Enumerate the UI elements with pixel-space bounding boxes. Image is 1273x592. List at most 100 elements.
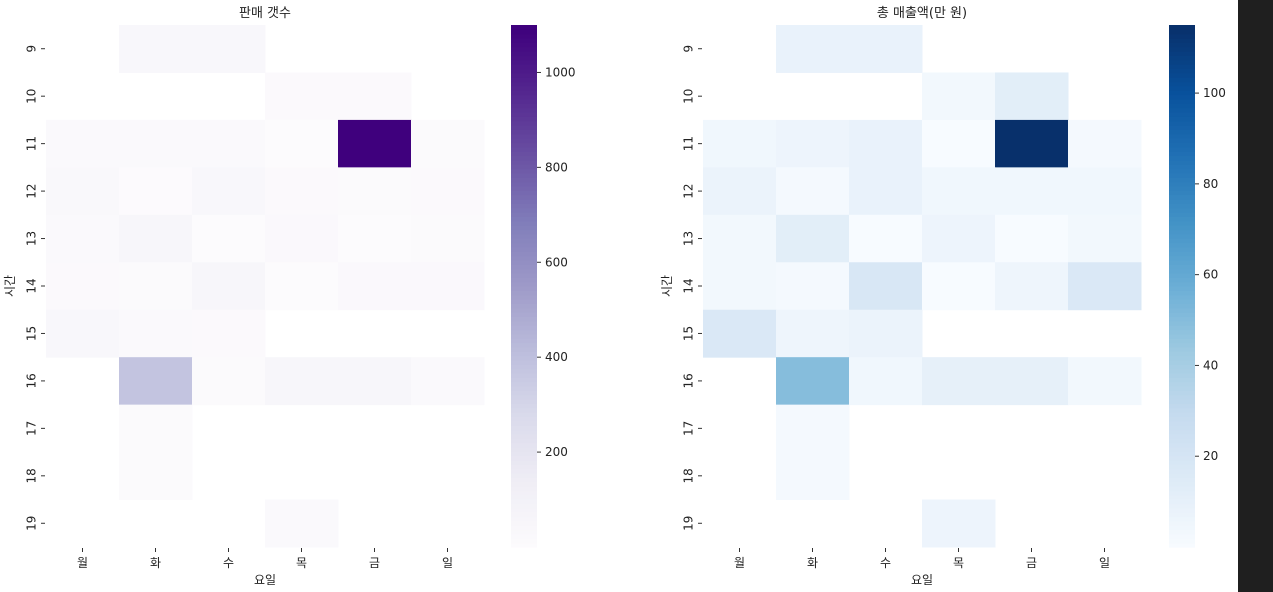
heatmap-cell [776,25,850,73]
heatmap-cell [776,167,850,216]
colorbar-segment [1169,407,1195,413]
heatmap-cell [922,357,996,406]
colorbar-segment [1169,85,1195,91]
colorbar-segment [511,25,537,30]
colorbar-segment [1169,112,1195,117]
colorbar-tick-label: 40 [1203,358,1218,372]
colorbar-segment [1169,72,1195,78]
colorbar-segment [1169,103,1195,109]
colorbar-segment [1169,312,1195,318]
colorbar-segment [1169,364,1195,370]
colorbar-segment [511,416,537,422]
colorbar-segment [1169,164,1195,170]
colorbar-segment [511,542,537,548]
colorbar-segment [511,177,537,183]
colorbar-segment [1169,133,1195,139]
colorbar-segment [511,203,537,209]
heatmap-cell [849,119,923,168]
colorbar-segment [1169,516,1195,522]
colorbar-segment [1169,29,1195,35]
heatmap-cell [995,214,1069,263]
colorbar-segment [511,442,537,448]
colorbar-tick-label: 80 [1203,177,1218,191]
heatmap-cell [192,357,266,406]
colorbar-segment [511,212,537,217]
y-tick-label: 15 [25,326,39,341]
colorbar-segment [511,359,537,365]
colorbar: 20 40 60 80 100 [1169,25,1226,548]
colorbar-segment [511,481,537,487]
colorbar-segment [511,172,537,178]
heatmap-cell [776,214,850,263]
colorbar-segment [1169,220,1195,226]
heatmap-cell [776,262,850,311]
colorbar-segment [1169,98,1195,104]
colorbar-segment [1169,399,1195,405]
colorbar-segment [1169,190,1195,196]
colorbar-segment [1169,129,1195,135]
colorbar-tick-label: 20 [1203,449,1218,463]
colorbar-segment [511,107,537,113]
heatmap-cell [338,214,412,263]
heatmap-cell [995,72,1069,121]
colorbar-segment [1169,473,1195,478]
colorbar-segment [511,242,537,248]
colorbar-segment [511,81,537,87]
colorbar-segment [511,342,537,348]
colorbar-segment [511,438,537,444]
colorbar: 200 400 600 800 1000 [511,25,576,548]
colorbar-segment [1169,33,1195,39]
colorbar-segment [511,455,537,461]
heatmap-cell [1068,262,1142,311]
heatmap-cell [922,262,996,311]
colorbar-segment [511,468,537,474]
colorbar-segment [511,333,537,339]
heatmap-cell [849,262,923,311]
colorbar-segment [1169,246,1195,252]
y-tick-label: 11 [25,136,39,151]
heatmap-cell [776,357,850,406]
colorbar-segment [1169,146,1195,152]
colorbar-segment [1169,533,1195,539]
x-tick-label: 목 [296,556,307,570]
heatmap-cell [338,357,412,406]
colorbar-segment [1169,138,1195,144]
colorbar-segment [511,246,537,252]
colorbar-segment [511,42,537,48]
colorbar-segment [1169,386,1195,391]
colorbar-segment [511,133,537,139]
colorbar-segment [1169,316,1195,322]
colorbar-segment [1169,264,1195,270]
colorbar-segment [1169,42,1195,48]
colorbar-segment [511,512,537,518]
colorbar-segment [1169,525,1195,531]
colorbar-segment [511,529,537,535]
heatmap-cell [265,357,339,406]
colorbar-segment [511,525,537,531]
y-tick-label: 9 [682,45,696,53]
colorbar-segment [511,272,537,278]
colorbar-segment [1169,38,1195,43]
colorbar-segment [1169,286,1195,291]
colorbar-segment [1169,394,1195,400]
heatmap-cell [46,309,120,358]
colorbar-segment [511,251,537,257]
colorbar-segment [511,329,537,335]
heatmap-cell [46,214,120,263]
y-tick-label: 13 [25,231,39,246]
colorbar-segment [511,225,537,231]
colorbar-tick-label: 600 [545,255,568,269]
colorbar-segment [511,68,537,74]
colorbar-segment [511,503,537,509]
colorbar-segment [511,494,537,500]
colorbar-segment [1169,512,1195,518]
heatmap-cell [411,214,485,263]
colorbar-segment [511,520,537,526]
chart-title: 총 매출액(만 원) [877,6,967,21]
x-tick-label: 일 [1099,556,1110,570]
heatmap-cell [776,119,850,168]
colorbar-segment [1169,90,1195,96]
x-tick-label: 목 [953,556,964,570]
y-tick-label: 19 [682,516,696,531]
